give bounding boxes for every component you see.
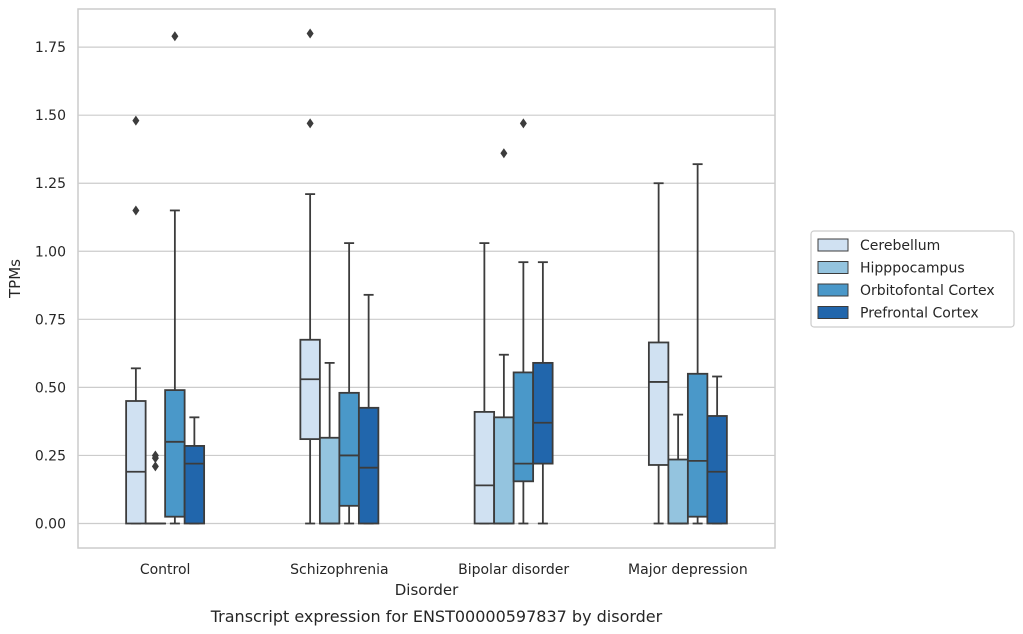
legend: Cerebellum Hipppocampus Orbitofontal Corte… — [810, 230, 1015, 328]
y-axis-ticks: 0.00 0.25 0.50 0.75 1.00 1.25 1.50 1.75 — [35, 40, 66, 532]
legend-swatch — [817, 306, 849, 319]
box-0-3 — [183, 416, 206, 525]
x-tick-label: Control — [140, 562, 191, 578]
box-1-0 — [299, 28, 321, 525]
legend-entry-label: Hipppocampus — [860, 261, 965, 277]
box-iqr — [357, 406, 380, 525]
box-iqr — [686, 372, 709, 518]
y-tick-label: 1.75 — [35, 40, 66, 56]
box-2-2 — [512, 118, 535, 525]
box-1-3 — [357, 293, 380, 525]
x-axis-label: Disorder — [395, 581, 459, 599]
box-iqr — [338, 391, 360, 507]
outlier-point — [171, 31, 179, 42]
y-axis-label: TPMs — [6, 259, 24, 299]
y-tick-label: 1.25 — [35, 176, 66, 192]
box-iqr — [318, 436, 341, 525]
outlier-point — [306, 118, 314, 129]
y-tick-label: 0.50 — [35, 380, 66, 396]
box-3-3 — [706, 375, 728, 525]
outlier-point — [151, 461, 159, 472]
box-iqr — [706, 415, 728, 525]
outlier-point — [151, 450, 159, 461]
y-tick-label: 1.50 — [35, 108, 66, 124]
box-0-0 — [125, 115, 147, 525]
legend-entry-label: Cerebellum — [860, 238, 940, 254]
x-tick-label: Schizophrenia — [290, 562, 388, 578]
box-plot-area — [125, 28, 728, 525]
legend-swatch — [817, 283, 849, 297]
outlier-point — [132, 205, 140, 216]
box-iqr — [164, 389, 186, 518]
box-2-1 — [493, 148, 515, 525]
box-iqr — [532, 361, 554, 465]
plot-frame — [77, 8, 776, 549]
y-tick-label: 0.75 — [35, 312, 66, 328]
box-2-3 — [532, 261, 554, 525]
box-iqr — [667, 458, 689, 525]
legend-entry-label: Orbitofontal Cortex — [860, 283, 995, 299]
outlier-point — [500, 148, 508, 159]
box-iqr — [299, 338, 321, 441]
x-axis-ticks: Control Schizophrenia Bipolar disorder Majo… — [140, 562, 748, 578]
box-iqr — [473, 410, 496, 525]
box-1-1 — [318, 361, 341, 525]
legend-entry-label: Prefrontal Cortex — [860, 306, 979, 322]
legend-frame — [810, 230, 1015, 328]
legend-swatch — [817, 261, 849, 274]
box-iqr — [183, 445, 206, 525]
box-iqr — [125, 400, 147, 525]
box-1-2 — [338, 242, 360, 525]
box-0-2 — [164, 31, 186, 525]
box-3-0 — [647, 182, 670, 525]
box-0-1 — [144, 450, 167, 525]
box-2-0 — [473, 242, 496, 525]
outlier-point — [306, 28, 314, 39]
legend-swatch — [817, 238, 849, 252]
outlier-point — [132, 115, 140, 126]
chart-caption: Transcript expression for ENST0000059783… — [210, 607, 663, 626]
box-iqr — [493, 416, 515, 525]
y-tick-label: 0.00 — [35, 517, 66, 533]
y-tick-label: 0.25 — [35, 448, 66, 464]
outlier-point — [519, 118, 527, 129]
box-3-2 — [686, 163, 709, 525]
box-3-1 — [667, 413, 689, 525]
y-tick-label: 1.00 — [35, 244, 66, 260]
x-tick-label: Major depression — [628, 562, 748, 578]
box-iqr — [512, 371, 535, 483]
box-iqr — [647, 341, 670, 466]
x-tick-label: Bipolar disorder — [458, 562, 569, 578]
